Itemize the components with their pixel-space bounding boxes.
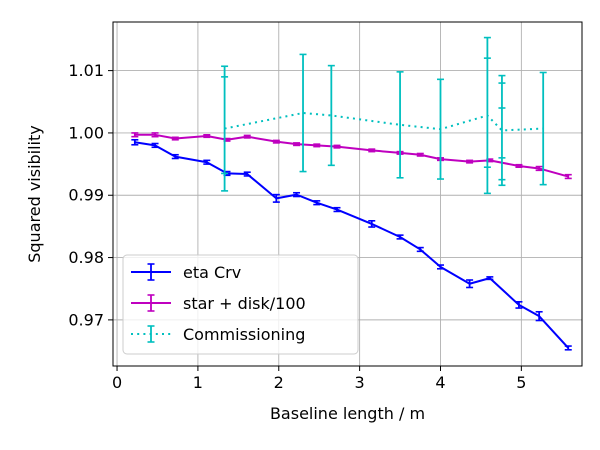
y-tick-label: 1.00 bbox=[68, 123, 104, 142]
x-axis-label: Baseline length / m bbox=[270, 404, 425, 423]
y-tick-label: 0.98 bbox=[68, 248, 104, 267]
series-layer bbox=[131, 36, 572, 351]
x-axis-ticks: 0 1 2 3 4 5 bbox=[112, 366, 526, 392]
series-2 bbox=[221, 36, 547, 195]
legend-label: Commissioning bbox=[183, 325, 305, 344]
x-tick-label: 1 bbox=[193, 373, 203, 392]
y-tick-label: 0.99 bbox=[68, 186, 104, 205]
y-tick-label: 1.01 bbox=[68, 61, 104, 80]
plot-frame bbox=[112, 21, 583, 367]
x-tick-label: 3 bbox=[355, 373, 365, 392]
y-tick-label: 0.97 bbox=[68, 310, 104, 329]
x-tick-label: 5 bbox=[516, 373, 526, 392]
y-axis-label: Squared visibility bbox=[25, 125, 44, 263]
legend-label: eta Crv bbox=[183, 263, 241, 282]
series-0 bbox=[131, 138, 572, 351]
x-tick-label: 4 bbox=[435, 373, 445, 392]
x-tick-label: 0 bbox=[112, 373, 122, 392]
legend: eta Crv star + disk/100 Commissioning bbox=[122, 254, 359, 355]
x-tick-label: 2 bbox=[274, 373, 284, 392]
y-axis-ticks: 0.97 0.98 0.99 1.00 1.01 bbox=[68, 61, 113, 329]
legend-label: star + disk/100 bbox=[183, 294, 306, 313]
legend-box bbox=[122, 254, 359, 355]
